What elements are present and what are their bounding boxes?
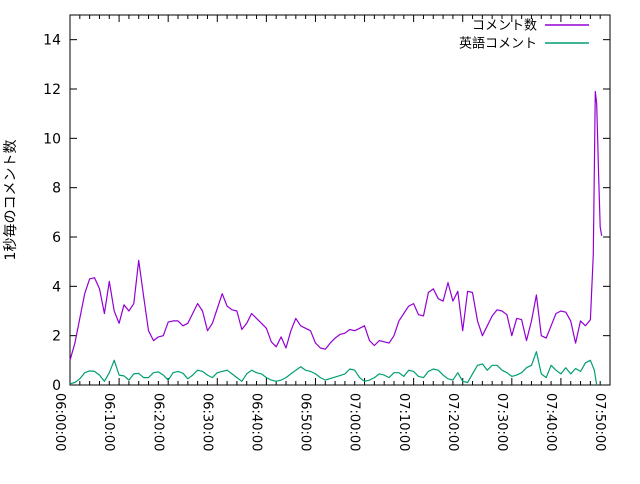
legend-label: 英語コメント (459, 36, 537, 52)
y-tick-label: 10 (43, 131, 61, 147)
y-tick-label: 2 (52, 329, 61, 345)
series-line-english-comments (69, 351, 598, 386)
y-tick-label: 8 (52, 181, 61, 197)
x-tick-label: 07:20:00 (445, 393, 460, 451)
x-tick-label: 06:00:00 (52, 393, 67, 451)
x-tick-label: 06:50:00 (298, 393, 313, 451)
x-tick-label: 07:10:00 (396, 393, 411, 451)
legend-label: コメント数 (472, 19, 537, 34)
x-tick-label: 06:10:00 (101, 393, 116, 451)
y-tick-label: 12 (43, 82, 61, 98)
plot-border (69, 14, 611, 386)
x-tick-label: 06:20:00 (150, 393, 165, 451)
series-line-comments (69, 90, 603, 361)
y-tick-label: 14 (43, 33, 61, 49)
x-tick-label: 07:40:00 (543, 393, 558, 451)
x-tick-label: 07:50:00 (592, 393, 607, 451)
x-tick-label: 06:40:00 (249, 393, 264, 451)
x-tick-label: 06:30:00 (199, 393, 214, 451)
y-tick-label: 4 (52, 279, 61, 295)
y-tick-label: 6 (52, 230, 61, 246)
x-tick-label: 07:30:00 (494, 393, 509, 451)
x-tick-label: 07:00:00 (347, 393, 362, 451)
y-axis-title: 1秒毎のコメント数 (3, 140, 19, 261)
y-tick-label: 0 (52, 378, 61, 394)
